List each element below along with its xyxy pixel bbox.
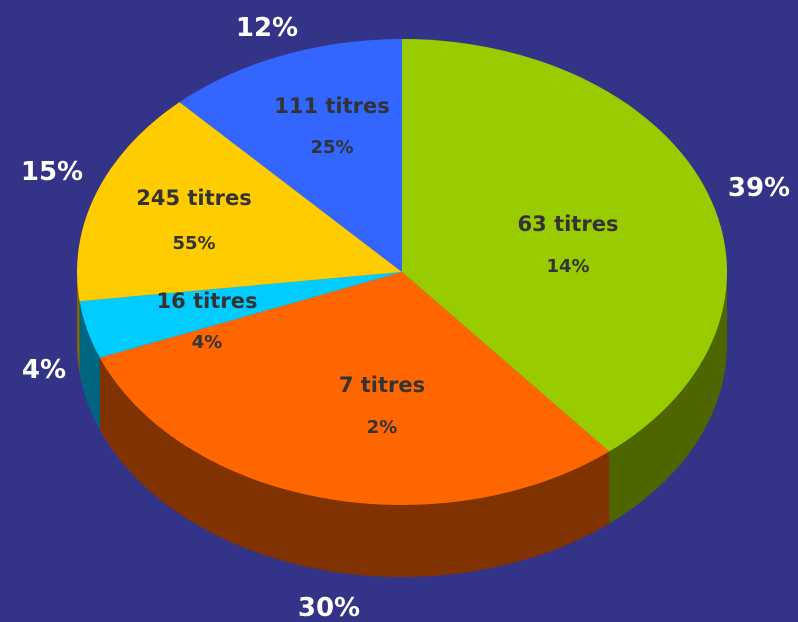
outer-percent-label-3: 15% xyxy=(21,157,83,187)
outer-percent-label-1: 30% xyxy=(298,593,360,622)
outer-percent-label-0: 39% xyxy=(728,173,790,203)
pie-sides xyxy=(77,272,727,577)
pie-slice-1 xyxy=(99,272,610,505)
slice-percent-label-0: 14% xyxy=(546,256,589,277)
slice-count-label-4: 111 titres xyxy=(274,94,390,118)
slice-percent-label-4: 25% xyxy=(310,137,353,158)
slice-percent-label-1: 2% xyxy=(367,417,398,438)
pie-labels: 39% 63 titres 14% 30% 7 titres 2% 4% 16 titres 4… xyxy=(21,13,790,622)
slice-percent-label-2: 4% xyxy=(192,332,223,353)
pie-slice-3 xyxy=(77,102,402,302)
slice-count-label-1: 7 titres xyxy=(339,373,425,397)
pie-side-2 xyxy=(79,301,100,430)
slice-count-label-0: 63 titres xyxy=(518,212,619,236)
pie-side-3 xyxy=(77,272,80,374)
pie-side-0 xyxy=(609,272,727,524)
pie-slice-2 xyxy=(79,272,403,358)
slice-percent-label-3: 55% xyxy=(172,233,215,254)
pie-side-1 xyxy=(99,357,610,577)
outer-percent-label-4: 12% xyxy=(236,13,298,43)
pie-slice-4 xyxy=(179,39,402,272)
slice-count-label-3: 245 titres xyxy=(136,186,252,210)
pie-slice-0 xyxy=(402,39,727,452)
slice-count-label-2: 16 titres xyxy=(157,289,258,313)
outer-percent-label-2: 4% xyxy=(22,355,66,385)
pie-slices xyxy=(77,39,727,505)
